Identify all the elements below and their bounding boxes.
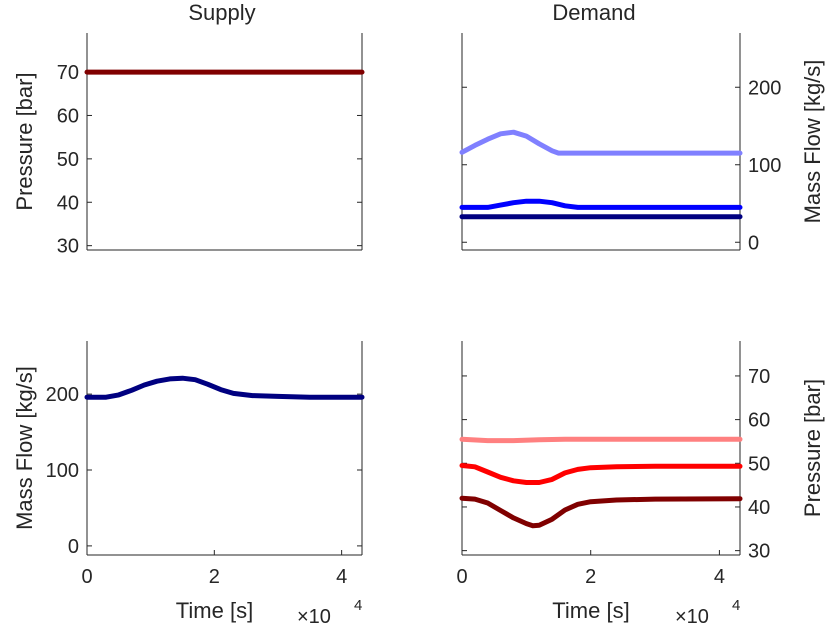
- series-line-demand-pressure-mid: [459, 463, 743, 485]
- x-tick-label: 2: [585, 566, 596, 588]
- x-axis-label: Time [s]: [176, 598, 253, 623]
- y-tick-label: 100: [748, 155, 781, 177]
- y-tick-label: 100: [46, 460, 79, 482]
- series-line-demand-flow-mid: [459, 198, 743, 210]
- x-exponent-label: ×10: [297, 606, 331, 626]
- y-tick-label: 30: [57, 236, 79, 258]
- x-tick-label: 0: [456, 566, 467, 588]
- y-tick-label: 60: [748, 410, 770, 432]
- supply-pressure-panel: 30 40 50 60 70 Pressure [bar]: [12, 33, 365, 258]
- y-axis-label: Mass Flow [kg/s]: [800, 60, 825, 224]
- x-axis-label: Time [s]: [552, 598, 629, 623]
- y-axis-label: Mass Flow [kg/s]: [12, 366, 37, 530]
- x-tick-label: 4: [336, 566, 347, 588]
- x-exponent-power: 4: [732, 597, 740, 614]
- supply-title: Supply: [188, 0, 255, 25]
- series-line-demand-pressure-light: [459, 436, 743, 444]
- y-tick-label: 0: [748, 232, 759, 254]
- series-line-supply-flow: [84, 375, 365, 400]
- y-tick-label: 70: [57, 62, 79, 84]
- y-tick-label: 40: [748, 497, 770, 519]
- y-tick-label: 30: [748, 541, 770, 563]
- y-tick-label: 200: [748, 77, 781, 99]
- y-axis-label: Pressure [bar]: [12, 72, 37, 210]
- y-tick-label: 70: [748, 366, 770, 388]
- series-line-demand-pressure-dark: [459, 495, 743, 529]
- y-axis-label: Pressure [bar]: [800, 379, 825, 517]
- x-exponent-power: 4: [354, 597, 362, 614]
- y-tick-label: 60: [57, 105, 79, 127]
- x-tick-label: 4: [714, 566, 725, 588]
- y-tick-label: 200: [46, 384, 79, 406]
- x-tick-label: 0: [81, 566, 92, 588]
- y-tick-label: 50: [748, 453, 770, 475]
- y-tick-label: 40: [57, 192, 79, 214]
- series-line-demand-flow-light: [459, 129, 743, 156]
- y-tick-label: 0: [68, 536, 79, 558]
- x-exponent-label: ×10: [675, 606, 709, 626]
- demand-title: Demand: [552, 0, 635, 25]
- demand-massflow-panel: 0 100 200 Mass Flow [kg/s]: [459, 33, 825, 254]
- x-tick-label: 2: [209, 566, 220, 588]
- y-tick-label: 50: [57, 149, 79, 171]
